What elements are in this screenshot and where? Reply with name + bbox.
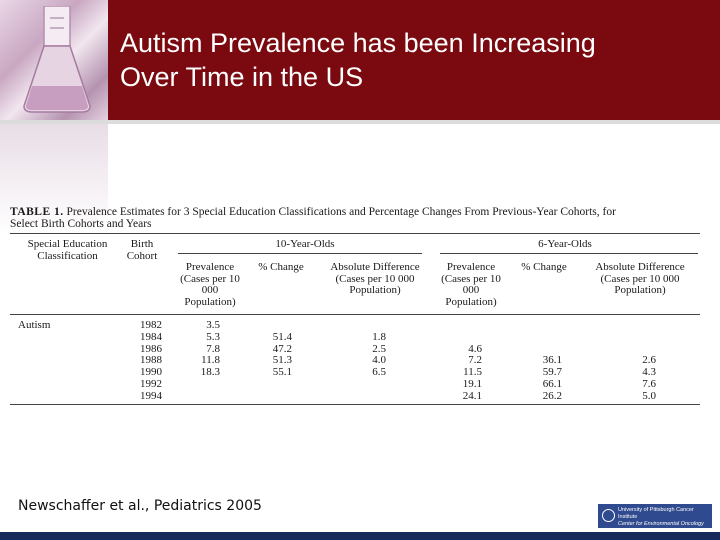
table-caption-label: TABLE 1. [10,206,64,218]
logo-line1: University of Pittsburgh Cancer Institut… [618,507,694,520]
cell-pct-change-10: 55.1 [272,366,292,379]
cell-cohort: 1984 [140,330,162,343]
cell-abs-diff-10: 2.5 [372,342,386,355]
citation: Newschaffer et al., Pediatrics 2005 [18,498,262,514]
cell-prevalence-6: 4.6 [468,342,482,355]
flask-icon [23,6,91,113]
subheader-abs-diff-10: Absolute Difference (Cases per 10 000 Po… [330,261,420,296]
table-caption: TABLE 1. Prevalence Estimates for 3 Spec… [10,206,700,230]
cell-pct-change-10: 51.4 [272,330,292,343]
cell-pct-change-6: 26.2 [542,389,562,402]
cell-abs-diff-10: 6.5 [372,366,386,379]
cell-cohort: 1982 [140,319,162,331]
cell-abs-diff-6: 4.3 [642,366,656,379]
group-header-10-year: 10-Year-Olds [275,238,335,250]
cell-pct-change-10: 47.2 [272,342,292,355]
cell-abs-diff-6: 7.6 [642,378,656,390]
cell-prevalence-6: 24.1 [462,389,482,402]
cell-abs-diff-10: 4.0 [372,354,386,367]
flask-image [0,0,108,120]
cell-pct-change-10: 51.3 [272,354,292,367]
cell-cohort: 1994 [140,389,162,402]
footer-bar [0,532,720,540]
cell-prevalence-6: 7.2 [468,354,482,367]
group-rule-6 [440,253,698,254]
slide-header: Autism Prevalence has been Increasing Ov… [0,0,720,120]
subheader-pct-change-10: % Change [258,261,304,273]
subheader-pct-change-6: % Change [521,261,567,273]
prevalence-table: TABLE 1. Prevalence Estimates for 3 Spec… [10,206,700,405]
cell-prevalence-10: 18.3 [200,366,220,379]
table-caption-text2: Select Birth Cohorts and Years [10,218,152,230]
cell-prevalence-10: 3.5 [206,319,220,331]
subheader-abs-diff-6: Absolute Difference (Cases per 10 000 Po… [595,261,685,296]
table-caption-text: Prevalence Estimates for 3 Special Educa… [66,206,616,218]
table-header-rule [10,314,700,315]
cell-prevalence-10: 11.8 [201,354,220,367]
cell-prevalence-10: 5.3 [206,330,220,343]
cell-abs-diff-10: 1.8 [372,330,386,343]
slide-title-line1: Autism Prevalence has been Increasing [120,28,596,58]
cell-cohort: 1992 [140,378,162,390]
seal-icon [602,509,615,522]
column-header-classification: Special Education Classification [27,238,108,262]
cell-cohort: 1988 [140,354,162,367]
cell-pct-change-6: 36.1 [542,354,562,367]
subheader-prevalence-6: Prevalence (Cases per 10 000 Population) [441,261,501,308]
cell-prevalence-6: 19.1 [462,378,482,390]
cell-prevalence-6: 11.5 [463,366,482,379]
institution-logo: University of Pittsburgh Cancer Institut… [598,504,712,528]
decorative-fade [0,124,108,234]
cell-pct-change-6: 66.1 [542,378,562,390]
row-label-autism: Autism [18,319,51,331]
cell-abs-diff-6: 2.6 [642,354,656,367]
group-rule-10 [178,253,422,254]
table-bottom-rule [10,404,700,405]
table-top-rule [10,233,700,234]
slide-title-line2: Over Time in the US [120,62,364,92]
group-header-6-year: 6-Year-Olds [538,238,592,250]
subheader-prevalence-10: Prevalence (Cases per 10 000 Population) [180,261,240,308]
column-header-cohort: Birth Cohort [126,238,158,262]
cell-pct-change-6: 59.7 [542,366,562,379]
logo-line2: Center for Environmental Oncology [618,521,704,527]
slide-title: Autism Prevalence has been Increasing Ov… [120,26,710,94]
cell-prevalence-10: 7.8 [206,342,220,355]
cell-cohort: 1990 [140,366,162,379]
header-divider [0,120,720,124]
cell-abs-diff-6: 5.0 [642,389,656,402]
cell-cohort: 1986 [140,342,162,355]
